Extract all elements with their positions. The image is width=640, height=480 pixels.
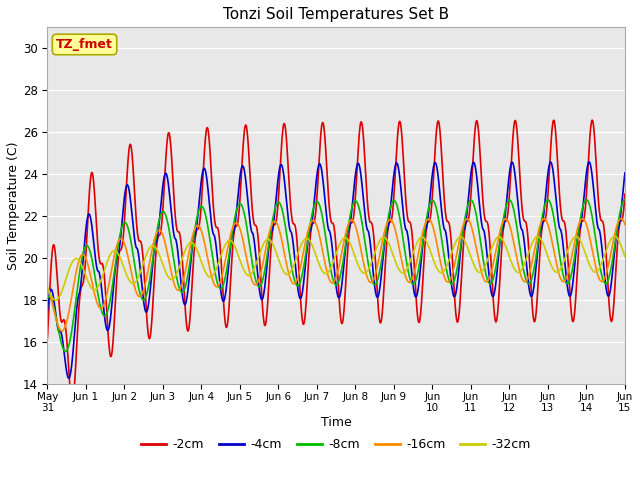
-16cm bbox=[372, 267, 380, 273]
-16cm bbox=[44, 285, 51, 290]
-8cm bbox=[44, 295, 51, 301]
-8cm bbox=[89, 260, 97, 265]
-16cm bbox=[58, 328, 65, 334]
-4cm bbox=[289, 238, 297, 244]
-32cm bbox=[89, 286, 97, 292]
-16cm bbox=[621, 222, 628, 228]
-32cm bbox=[311, 251, 319, 256]
-8cm bbox=[112, 257, 120, 263]
-2cm bbox=[89, 171, 97, 177]
-4cm bbox=[585, 159, 593, 165]
Title: Tonzi Soil Temperatures Set B: Tonzi Soil Temperatures Set B bbox=[223, 7, 449, 22]
X-axis label: Time: Time bbox=[321, 416, 351, 429]
-2cm bbox=[44, 335, 51, 341]
-16cm bbox=[289, 280, 297, 286]
-8cm bbox=[372, 280, 380, 286]
-2cm bbox=[372, 276, 380, 282]
-32cm bbox=[289, 264, 297, 270]
-4cm bbox=[301, 269, 308, 275]
-32cm bbox=[611, 234, 618, 240]
-32cm bbox=[44, 285, 51, 290]
-32cm bbox=[301, 236, 308, 242]
-2cm bbox=[621, 191, 628, 197]
-4cm bbox=[372, 293, 380, 299]
-16cm bbox=[89, 282, 97, 288]
-16cm bbox=[617, 216, 625, 221]
-2cm bbox=[289, 220, 297, 226]
Line: -4cm: -4cm bbox=[47, 162, 625, 378]
-4cm bbox=[44, 308, 51, 313]
-32cm bbox=[52, 297, 60, 303]
-16cm bbox=[301, 242, 308, 248]
Y-axis label: Soil Temperature (C): Soil Temperature (C) bbox=[7, 142, 20, 270]
-2cm bbox=[311, 214, 319, 220]
Line: -8cm: -8cm bbox=[47, 200, 625, 351]
-8cm bbox=[621, 197, 628, 203]
Line: -16cm: -16cm bbox=[47, 218, 625, 331]
-16cm bbox=[311, 219, 319, 225]
-4cm bbox=[311, 188, 319, 194]
-2cm bbox=[301, 316, 308, 322]
-8cm bbox=[289, 271, 297, 276]
-32cm bbox=[112, 248, 120, 254]
-2cm bbox=[588, 117, 596, 123]
Line: -32cm: -32cm bbox=[47, 237, 625, 300]
-8cm bbox=[301, 258, 308, 264]
-8cm bbox=[311, 200, 319, 206]
-16cm bbox=[112, 245, 120, 251]
Line: -2cm: -2cm bbox=[47, 120, 625, 402]
-4cm bbox=[65, 375, 72, 381]
-2cm bbox=[112, 288, 120, 294]
Legend: -2cm, -4cm, -8cm, -16cm, -32cm: -2cm, -4cm, -8cm, -16cm, -32cm bbox=[136, 433, 536, 456]
-4cm bbox=[112, 260, 120, 266]
-4cm bbox=[621, 170, 628, 176]
-4cm bbox=[89, 228, 97, 234]
Text: TZ_fmet: TZ_fmet bbox=[56, 38, 113, 51]
-2cm bbox=[68, 399, 76, 405]
-32cm bbox=[621, 253, 628, 259]
-8cm bbox=[61, 348, 69, 354]
-32cm bbox=[372, 245, 380, 251]
